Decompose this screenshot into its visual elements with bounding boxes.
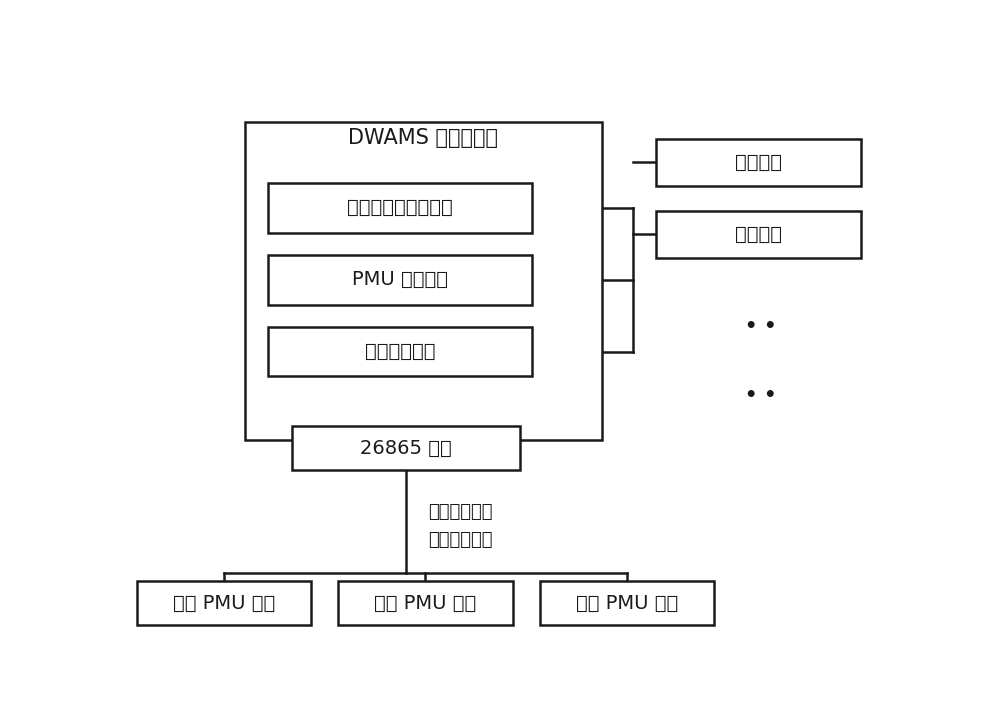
Text: DWAMS 采集子系统: DWAMS 采集子系统: [348, 128, 498, 148]
Bar: [268, 327, 532, 376]
Bar: [245, 122, 602, 440]
Bar: [338, 581, 512, 625]
Text: PMU 应用模块: PMU 应用模块: [352, 270, 448, 289]
Text: 微型 PMU 装置: 微型 PMU 装置: [374, 594, 476, 612]
Text: 用采系统: 用采系统: [735, 225, 782, 243]
Text: 微型 PMU 装置: 微型 PMU 装置: [173, 594, 275, 612]
Text: 动态信息数据库模块: 动态信息数据库模块: [347, 198, 453, 218]
Text: 运行状态监视: 运行状态监视: [428, 503, 492, 521]
Bar: [540, 581, 714, 625]
Text: 基础应用模块: 基础应用模块: [365, 342, 435, 361]
Text: 营销系统: 营销系统: [735, 153, 782, 172]
Bar: [137, 581, 311, 625]
Bar: [292, 426, 520, 470]
Text: 运行通道监视: 运行通道监视: [428, 531, 492, 549]
Text: • •: • •: [745, 317, 776, 336]
Bar: [268, 255, 532, 304]
Bar: [268, 183, 532, 233]
Bar: [656, 139, 861, 186]
Bar: [656, 210, 861, 258]
Text: • •: • •: [745, 386, 776, 405]
Text: 26865 规约: 26865 规约: [360, 439, 452, 458]
Text: 微型 PMU 装置: 微型 PMU 装置: [576, 594, 678, 612]
